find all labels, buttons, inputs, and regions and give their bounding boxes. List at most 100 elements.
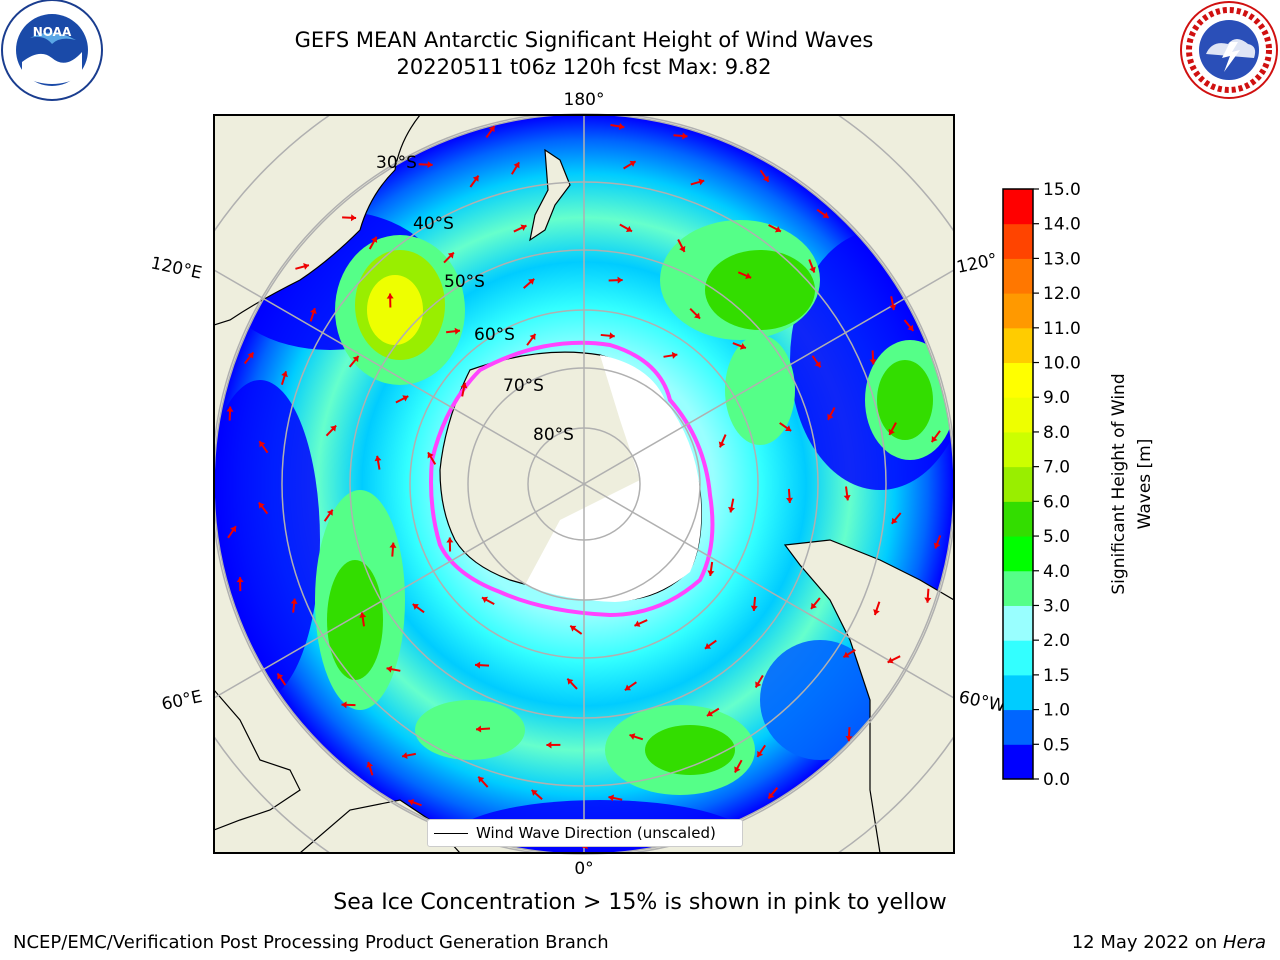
chart-subtitle: 20220511 t06z 120h fcst Max: 9.82 bbox=[396, 55, 772, 79]
wind-wave-arrow-head bbox=[472, 175, 479, 182]
wind-wave-arrow-head bbox=[350, 214, 357, 222]
wind-wave-arrow-head bbox=[755, 681, 762, 688]
wind-wave-arrow-head bbox=[869, 359, 877, 365]
colorbar-tick-label: 0.0 bbox=[1043, 770, 1070, 790]
wind-wave-arrow-head bbox=[531, 789, 538, 796]
wind-wave-arrow-head bbox=[412, 604, 419, 610]
wind-wave-arrow-head bbox=[460, 382, 468, 389]
wind-wave-arrow-head bbox=[679, 245, 686, 252]
colorbar-tick-label: 1.0 bbox=[1043, 701, 1070, 721]
lon-label-120e: 120°E bbox=[149, 253, 204, 283]
wind-wave-arrow-head bbox=[427, 452, 434, 459]
wind-wave-arrow-head bbox=[446, 537, 454, 543]
gridlines bbox=[214, 115, 954, 853]
wind-wave-arrow-head bbox=[707, 570, 715, 576]
wind-wave-arrow-head bbox=[454, 327, 461, 335]
wind-wave-arrow-head bbox=[618, 122, 625, 130]
colorbar-segment bbox=[1003, 501, 1033, 537]
wind-wave-arrow-head bbox=[259, 441, 266, 448]
colorbar-segment bbox=[1003, 536, 1033, 572]
wind-wave-arrow-head bbox=[843, 651, 850, 658]
wind-wave-arrow-head bbox=[389, 542, 397, 548]
colorbar-segment bbox=[1003, 431, 1033, 468]
colorbar-tick-label: 14.0 bbox=[1043, 215, 1081, 235]
wind-wave-arrow-head bbox=[671, 351, 678, 359]
wind-wave-arrow-head bbox=[624, 684, 631, 691]
colorbar-tick-label: 12.0 bbox=[1043, 284, 1081, 304]
national-weather-service-logo bbox=[1180, 1, 1278, 99]
wind-wave-arrow-head bbox=[617, 276, 623, 284]
wind-wave-arrow-head bbox=[786, 497, 794, 503]
wind-wave-arrow-head bbox=[762, 175, 769, 182]
wind-wave-arrow-head bbox=[811, 602, 817, 609]
colorbar-tick-label: 9.0 bbox=[1043, 388, 1070, 408]
colorbar-tick-label: 4.0 bbox=[1043, 562, 1070, 582]
colorbar-segment bbox=[1003, 605, 1033, 641]
wind-wave-arrow-head bbox=[734, 766, 741, 773]
colorbar: 0.0 0.5 1.0 1.5 2.0 3.0 4.0 5.0 6.0 7.0 8.0 9.0 10.0… bbox=[1002, 180, 1081, 790]
colorbar-segment bbox=[1003, 744, 1033, 780]
wind-wave-arrow-head bbox=[757, 750, 764, 757]
colorbar-tick-label: 8.0 bbox=[1043, 423, 1070, 443]
map-frame bbox=[213, 114, 955, 854]
colorbar-tick-label: 11.0 bbox=[1043, 319, 1081, 339]
colorbar-tick-label: 5.0 bbox=[1043, 527, 1070, 547]
wind-wave-arrow-head bbox=[887, 657, 894, 664]
colorbar-tick-label: 6.0 bbox=[1043, 492, 1070, 512]
wind-wave-arrow-head bbox=[529, 333, 536, 341]
wind-wave-arrow-head bbox=[366, 761, 374, 768]
wind-wave-arrow-head bbox=[310, 308, 317, 314]
sea-ice bbox=[429, 340, 715, 618]
chart-title: GEFS MEAN Antarctic Significant Height o… bbox=[294, 28, 874, 52]
wind-wave-arrow-head bbox=[528, 278, 535, 285]
wind-wave-arrow-head bbox=[694, 312, 701, 319]
lon-label-60e: 60°E bbox=[160, 687, 204, 715]
wind-wave-arrow-head bbox=[745, 272, 752, 280]
wind-wave-arrow-head bbox=[386, 293, 394, 299]
colorbar-label-line2: Waves [m] bbox=[1135, 439, 1155, 530]
wind-wave-arrow-head bbox=[567, 678, 574, 685]
wind-wave-arrow-head bbox=[698, 178, 705, 186]
colorbar-tick-label: 7.0 bbox=[1043, 458, 1070, 478]
legend-line-swatch bbox=[434, 832, 468, 834]
wind-wave-arrow-head bbox=[843, 494, 851, 501]
wind-wave-arrow-head bbox=[386, 665, 393, 673]
colorbar-segment bbox=[1003, 362, 1033, 398]
colorbar-tick-label: 2.0 bbox=[1043, 631, 1070, 651]
wind-wave-arrow-head bbox=[609, 332, 615, 340]
lon-label-60w: 60°W bbox=[957, 687, 1007, 716]
wind-wave-arrow-head bbox=[481, 596, 489, 603]
wind-wave-arrow-head bbox=[402, 395, 409, 402]
legend-label: Wind Wave Direction (unscaled) bbox=[476, 824, 716, 842]
wind-wave-arrow-head bbox=[768, 792, 775, 799]
lat-label-30s: 30°S bbox=[376, 153, 417, 173]
wind-wave-arrow-head bbox=[785, 425, 792, 431]
colorbar-tick-label: 15.0 bbox=[1043, 180, 1081, 200]
wind-wave-arrow-head bbox=[924, 597, 932, 603]
colorbar-tick-label: 1.5 bbox=[1043, 666, 1070, 686]
lon-label-180: 180° bbox=[564, 90, 605, 110]
machine-name: Hera bbox=[1222, 932, 1266, 953]
colorbar-segment bbox=[1003, 189, 1033, 225]
wind-wave-arrow-head bbox=[570, 625, 577, 632]
wind-wave-arrow-head bbox=[827, 413, 834, 420]
wind-wave-arrow-head bbox=[513, 162, 520, 169]
wind-wave-arrow-head bbox=[814, 361, 821, 368]
wind-wave-arrow-head bbox=[290, 598, 298, 605]
wind-wave-arrow-head bbox=[933, 542, 941, 549]
wind-wave-arrow-head bbox=[408, 798, 415, 806]
sea-ice-note: Sea Ice Concentration > 15% is shown in … bbox=[333, 890, 947, 915]
colorbar-segment bbox=[1003, 674, 1033, 711]
credit-text: NCEP/EMC/Verification Post Processing Pr… bbox=[13, 932, 609, 953]
wind-wave-arrows bbox=[226, 122, 942, 850]
colorbar-frame bbox=[1002, 188, 1034, 780]
wind-wave-arrow-head bbox=[371, 236, 378, 243]
wind-wave-arrow-head bbox=[520, 224, 527, 231]
wind-wave-arrow-head bbox=[447, 252, 454, 259]
wind-wave-arrow-head bbox=[341, 701, 347, 709]
lon-label-0: 0° bbox=[574, 859, 593, 879]
wind-wave-arrow-head bbox=[303, 263, 309, 270]
wind-wave-arrow-head bbox=[476, 725, 482, 733]
date-text: 12 May 2022 on bbox=[1071, 932, 1223, 953]
